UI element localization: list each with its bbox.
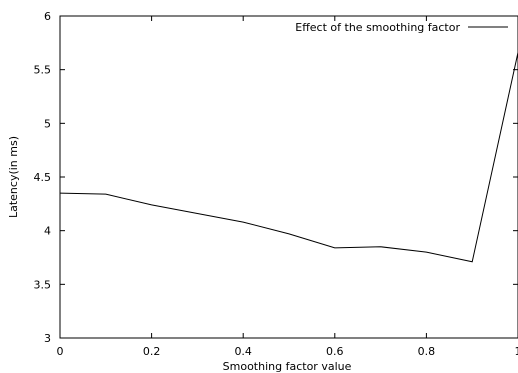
y-tick-label: 4 [44,225,51,238]
y-tick-label: 3.5 [34,278,52,291]
y-axis-label: Latency(in ms) [7,136,20,218]
plot-frame [59,15,518,339]
tick-labels-group: 0 0.2 0.4 0.6 0.8 1 3 3.5 4 4.5 5 5.5 6 [34,10,518,358]
legend: Effect of the smoothing factor [295,21,508,34]
ticks-group [59,15,518,339]
y-tick-label: 3 [44,332,51,345]
x-tick-label: 0.4 [234,345,252,358]
y-tick-label: 4.5 [34,171,52,184]
series-line [59,52,518,263]
x-axis-label: Smoothing factor value [223,360,352,373]
y-tick-label: 5 [44,117,51,130]
x-tick-label: 0.6 [326,345,344,358]
y-tick-label: 6 [44,10,51,23]
x-tick-label: 0.8 [418,345,436,358]
x-tick-label: 0 [57,345,64,358]
y-tick-label: 5.5 [34,64,52,77]
x-tick-label: 1 [515,345,518,358]
x-tick-label: 0.2 [143,345,161,358]
legend-label: Effect of the smoothing factor [295,21,460,34]
series-group [59,52,518,263]
